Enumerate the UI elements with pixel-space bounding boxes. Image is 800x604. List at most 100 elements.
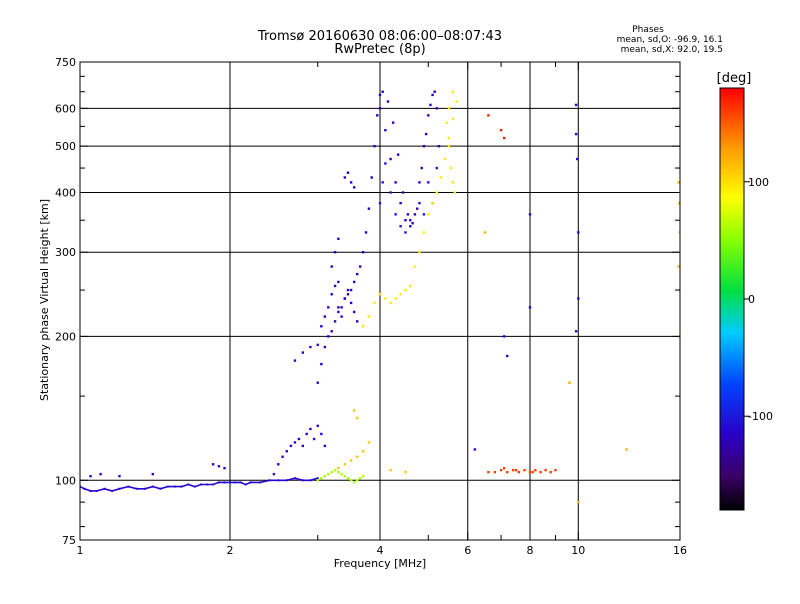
data-point (301, 444, 305, 448)
data-point (431, 201, 434, 205)
data-point (277, 479, 280, 482)
data-point (103, 487, 106, 490)
data-point (297, 437, 301, 441)
data-point (381, 90, 384, 93)
data-point (180, 485, 183, 488)
data-point (337, 306, 340, 309)
data-point (159, 487, 162, 490)
data-point (333, 468, 337, 472)
data-point (316, 343, 319, 347)
data-point (349, 479, 353, 482)
data-point (309, 479, 312, 482)
data-point (89, 474, 92, 478)
data-point (389, 301, 392, 305)
data-point (272, 472, 276, 476)
data-point (677, 265, 680, 268)
data-point (384, 128, 387, 132)
data-point (346, 293, 350, 296)
data-point (367, 207, 371, 210)
data-point (330, 293, 333, 296)
data-point (568, 381, 571, 384)
x-tick-label: 6 (464, 544, 471, 557)
data-point (361, 251, 365, 254)
data-point (435, 191, 438, 194)
data-point (399, 293, 402, 296)
data-points (80, 90, 680, 504)
data-point (367, 315, 371, 318)
data-point (355, 479, 359, 482)
data-point (678, 201, 680, 205)
data-point (337, 280, 340, 284)
data-point (343, 176, 347, 179)
data-point (355, 320, 359, 323)
data-point (517, 470, 521, 474)
data-point (531, 470, 534, 474)
data-point (327, 335, 330, 338)
data-point (427, 114, 430, 117)
data-point (355, 416, 359, 420)
stats-o-line: mean, sd,O: -96.9, 16.1 (617, 35, 723, 45)
data-point (502, 466, 506, 470)
data-point (268, 479, 271, 482)
data-point (343, 474, 347, 478)
stats-x-line: mean, sd,X: 92.0, 19.5 (621, 45, 723, 55)
data-point (249, 481, 252, 484)
data-point (384, 297, 387, 300)
data-point (424, 132, 428, 136)
data-point (577, 500, 580, 504)
data-point (349, 459, 353, 462)
x-tick-label: 2 (227, 544, 234, 557)
data-point (330, 330, 333, 333)
data-point (528, 470, 532, 474)
data-point (422, 144, 426, 148)
data-point (337, 466, 340, 470)
data-point (389, 191, 392, 194)
x-tick-label: 10 (571, 544, 585, 557)
data-point (259, 481, 262, 484)
data-point (505, 354, 509, 358)
data-point (394, 213, 397, 216)
data-point (340, 306, 343, 309)
data-point (435, 107, 438, 110)
data-point (349, 181, 353, 184)
data-point (373, 144, 376, 148)
data-point (420, 166, 423, 170)
data-point (367, 441, 371, 444)
data-point (418, 251, 421, 254)
data-point (373, 301, 376, 305)
data-point (528, 213, 532, 216)
data-point (574, 132, 578, 136)
data-point (343, 463, 347, 466)
data-point (386, 100, 390, 103)
data-point (427, 213, 430, 216)
data-point (574, 330, 578, 333)
data-point (378, 201, 382, 205)
data-point (83, 487, 86, 490)
data-point (409, 219, 412, 222)
data-point (312, 437, 316, 441)
data-point (433, 90, 436, 93)
data-point (346, 477, 350, 480)
data-point (528, 306, 532, 309)
data-point (193, 485, 196, 488)
data-point (217, 465, 221, 468)
data-point (316, 477, 319, 480)
data-point (411, 222, 414, 225)
data-point (355, 455, 359, 458)
data-point (352, 280, 356, 284)
data-point (330, 470, 333, 474)
data-point (305, 432, 308, 436)
y-tick-label: 750 (55, 56, 76, 69)
data-point (151, 472, 155, 476)
data-point (422, 213, 426, 216)
data-point (447, 144, 451, 148)
data-point (447, 136, 451, 140)
data-point (445, 121, 449, 124)
data-point (330, 265, 333, 268)
data-point (455, 100, 458, 103)
data-point (327, 472, 330, 476)
chart-subtitle: RwPretec (8p) (334, 42, 425, 57)
y-tick-label: 600 (55, 102, 76, 115)
data-point (289, 444, 293, 448)
